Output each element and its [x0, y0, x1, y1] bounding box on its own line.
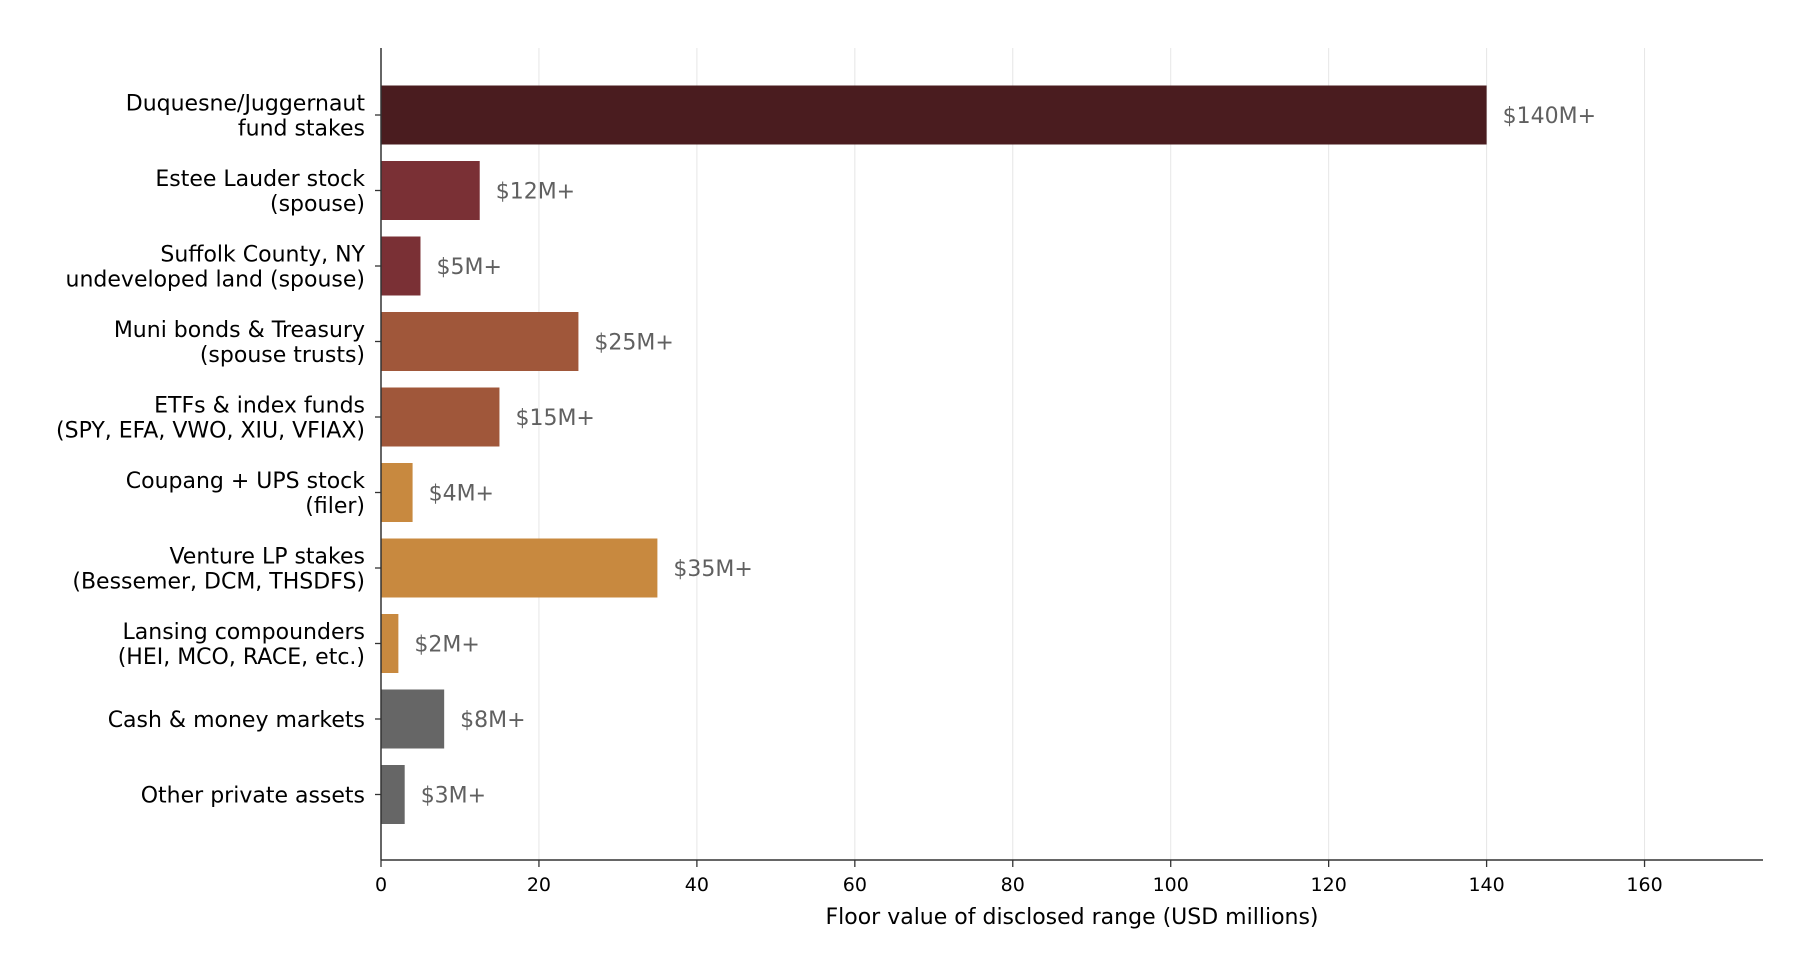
category-label-0-0: Duquesne/Juggernaut — [126, 92, 366, 117]
bar-0 — [381, 85, 1487, 145]
bar-4 — [381, 387, 500, 447]
x-tick-label-40: 40 — [685, 874, 709, 896]
bar-8 — [381, 689, 445, 749]
value-label-9: $3M+ — [421, 784, 486, 809]
x-tick-label-60: 60 — [843, 874, 867, 896]
bar-9 — [381, 765, 405, 824]
category-label-3-0: Muni bonds & Treasury — [114, 318, 365, 343]
category-label-2-0: Suffolk County, NY — [160, 243, 365, 268]
category-label-2-1: undeveloped land (spouse) — [66, 268, 365, 293]
bar-1 — [381, 161, 480, 220]
category-label-9-0: Other private assets — [141, 784, 365, 809]
category-label-4-1: (SPY, EFA, VWO, XIU, VFIAX) — [56, 419, 365, 444]
x-tick-label-80: 80 — [1001, 874, 1025, 896]
x-tick-label-100: 100 — [1153, 874, 1189, 896]
bar-6 — [381, 538, 658, 598]
category-label-8-0: Cash & money markets — [108, 708, 365, 733]
value-label-4: $15M+ — [515, 406, 594, 431]
category-label-1-1: (spouse) — [270, 192, 365, 217]
category-label-0-1: fund stakes — [238, 117, 365, 142]
category-label-3-1: (spouse trusts) — [200, 343, 365, 368]
bar-2 — [381, 236, 421, 296]
value-label-8: $8M+ — [460, 708, 525, 733]
bars: $140M+ $12M+ $5M+ $25M+ $15M+ $4M+ $35M+ $2M+ $8… — [381, 85, 1596, 824]
category-label-6-1: (Bessemer, DCM, THSDFS) — [72, 570, 365, 595]
category-label-7-0: Lansing compounders — [123, 620, 365, 645]
x-axis-title: Floor value of disclosed range (USD mill… — [825, 905, 1318, 930]
bar-5 — [381, 463, 413, 522]
x-tick-label-0: 0 — [375, 874, 387, 896]
x-tick-label-20: 20 — [527, 874, 551, 896]
bar-3 — [381, 312, 579, 371]
x-tick-label-140: 140 — [1468, 874, 1504, 896]
category-label-6-0: Venture LP stakes — [169, 545, 365, 570]
x-tick-label-120: 120 — [1311, 874, 1347, 896]
category-label-7-1: (HEI, MCO, RACE, etc.) — [118, 645, 365, 670]
category-label-5-0: Coupang + UPS stock — [126, 469, 366, 494]
category-label-4-0: ETFs & index funds — [154, 394, 365, 419]
value-label-3: $25M+ — [594, 331, 673, 356]
category-label-5-1: (filer) — [305, 494, 365, 519]
value-label-5: $4M+ — [429, 482, 494, 507]
value-label-0: $140M+ — [1503, 104, 1596, 129]
value-label-7: $2M+ — [414, 633, 479, 658]
bar-7 — [381, 614, 399, 673]
value-label-1: $12M+ — [496, 180, 575, 205]
x-tick-label-160: 160 — [1626, 874, 1662, 896]
value-label-2: $5M+ — [436, 255, 501, 280]
gridlines — [538, 48, 1646, 860]
value-label-6: $35M+ — [673, 557, 752, 582]
category-label-1-0: Estee Lauder stock — [155, 167, 365, 192]
axes: 0 20 40 60 80 100 120 140 160 Duquesne/Juggernaut… — [56, 48, 1763, 896]
